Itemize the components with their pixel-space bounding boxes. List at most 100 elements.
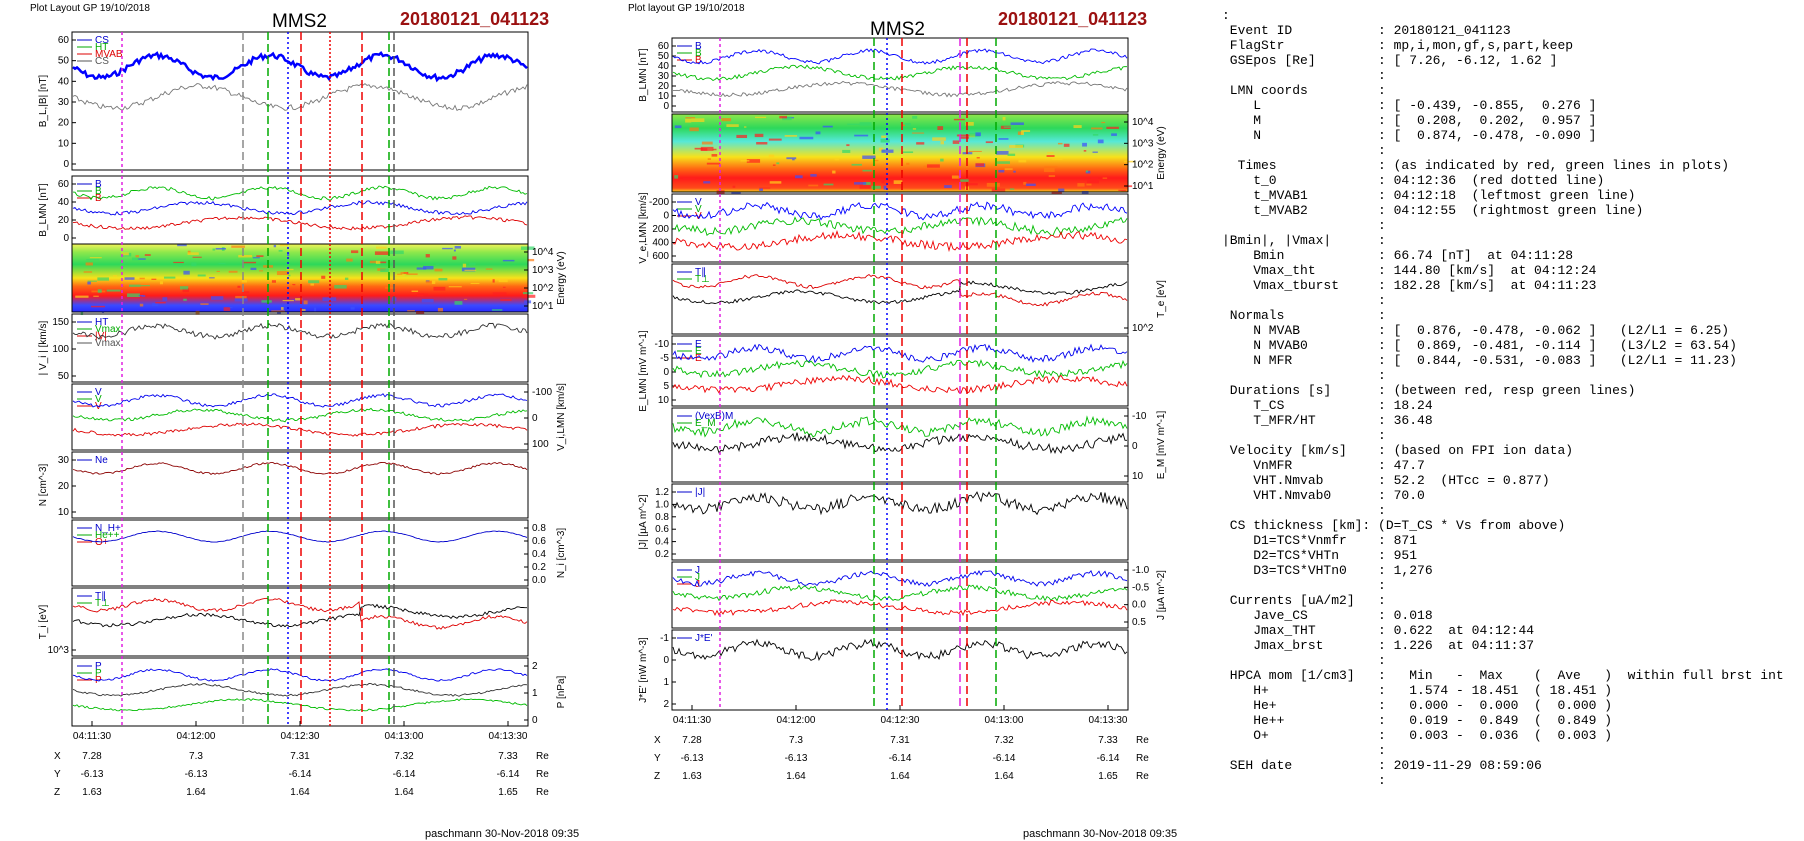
series-line-bl <box>72 83 528 112</box>
spectrogram-speckle <box>422 293 429 295</box>
spectrogram-speckle <box>846 144 850 147</box>
orbit-value: 7.33 <box>498 751 518 762</box>
spectrogram-speckle <box>881 149 894 153</box>
spectrogram-speckle <box>292 283 296 286</box>
spectrogram-speckle <box>1047 152 1054 154</box>
spectrogram-speckle <box>1101 121 1106 124</box>
info-line: He+ : 0.000 - 0.000 ( 0.000 ) <box>1222 698 1612 713</box>
orbit-value: 7.33 <box>1098 735 1118 746</box>
spectrogram-speckle <box>1118 189 1126 191</box>
spectrogram-speckle <box>706 162 721 165</box>
spectrogram-speckle <box>1057 142 1063 145</box>
spectrogram-speckle <box>261 300 272 303</box>
orbit-value: 7.3 <box>189 751 203 762</box>
spectrogram-speckle <box>808 184 819 187</box>
time-tick-label: 04:13:00 <box>985 715 1024 726</box>
info-line: T_CS : 18.24 <box>1222 398 1433 413</box>
orbit-value: 1.64 <box>994 771 1014 782</box>
spectrogram-speckle <box>940 158 944 162</box>
legend-label: E <box>695 353 702 364</box>
panel-density: 10 20 30 N [cm^-3] Ne <box>38 451 529 519</box>
spectrogram-speckle <box>712 148 717 151</box>
legend-label: CS <box>95 35 109 46</box>
info-line: N MVAB : [ 0.876, -0.478, -0.062 ] (L2/L… <box>1222 323 1729 338</box>
spectrogram-speckle <box>998 138 1009 140</box>
y-axis-label: T_i [eV] <box>38 605 49 640</box>
info-line: CS thickness [km]: (D=T_CS * Vs from abo… <box>1222 518 1565 533</box>
info-line: H+ : 1.574 - 18.451 ( 18.451 ) <box>1222 683 1612 698</box>
spectrogram-speckle <box>256 255 264 257</box>
spectrogram-speckle <box>911 132 925 134</box>
info-line: |Bmin|, |Vmax| : <box>1222 233 1386 248</box>
series-line-ve-lmn <box>672 201 1128 221</box>
spectrogram-speckle <box>127 293 140 298</box>
spectrogram-speckle <box>880 138 890 143</box>
spectrogram-speckle <box>694 147 703 150</box>
legend-label: HT <box>95 42 108 53</box>
spectrogram-speckle <box>832 170 836 174</box>
spectrogram-speckle <box>1063 143 1070 147</box>
spectrogram-speckle <box>959 136 970 139</box>
info-line: Velocity [km/s] : (based on FPI ion data… <box>1222 443 1573 458</box>
series-line-vi-lmn <box>72 407 528 423</box>
spectrogram-speckle <box>279 284 294 287</box>
spectrogram-speckle <box>442 247 453 250</box>
orbit-row-label: X <box>654 735 661 746</box>
spectrogram-speckle <box>397 273 403 275</box>
orbit-value: 7.32 <box>994 735 1014 746</box>
spectrogram-speckle <box>786 157 797 160</box>
series-line-j <box>672 491 1128 516</box>
spectrogram-speckle <box>1085 170 1088 173</box>
spectrogram-speckle <box>197 274 206 277</box>
spectrogram-speckle <box>301 309 306 311</box>
footer-author-right: paschmann 30-Nov-2018 09:35 <box>1023 828 1177 840</box>
spectrogram-speckle <box>406 273 418 275</box>
y-tick-label: 10^2 <box>532 283 554 294</box>
spectrogram-speckle <box>1002 116 1006 121</box>
spectrogram-speckle <box>1030 129 1042 131</box>
spectrogram-speckle <box>1046 155 1055 157</box>
legend-label: E_M <box>695 418 716 429</box>
panel-frame-e-energy <box>671 113 1129 193</box>
spectrogram-speckle <box>192 256 202 258</box>
time-tick-label: 04:12:00 <box>177 731 216 742</box>
spectrogram-speckle <box>726 124 739 127</box>
series-line-em <box>672 432 1127 455</box>
spectrogram-speckle <box>951 175 960 179</box>
spectrogram-speckle <box>685 117 696 119</box>
spectrogram-speckle <box>278 250 283 252</box>
orbit-value: 1.65 <box>1098 771 1118 782</box>
spectrogram-speckle <box>425 280 432 284</box>
spectrogram-speckle <box>674 175 679 179</box>
spectrogram-speckle <box>754 116 767 119</box>
spectrogram-speckle <box>83 271 93 273</box>
spectrogram-speckle <box>823 183 834 186</box>
spectrogram-speckle <box>881 180 885 184</box>
spectrogram-speckle <box>912 115 918 119</box>
spectrogram-speckle <box>1123 160 1135 163</box>
panel-frame-jdote <box>671 629 1129 711</box>
spectrogram-speckle <box>310 283 315 286</box>
panel-frame-te <box>671 263 1129 335</box>
spectrogram-speckle <box>975 132 981 137</box>
spectrogram-speckle <box>234 298 248 302</box>
spectrogram-speckle <box>235 295 247 299</box>
spectrogram-speckle <box>322 297 337 301</box>
y-tick-label: 0.5 <box>1132 617 1146 628</box>
orbit-value: 1.63 <box>682 771 702 782</box>
spectrogram-speckle <box>282 300 294 302</box>
info-line: Currents [uA/m2] : <box>1222 593 1386 608</box>
y-tick-label: 200 <box>652 224 669 235</box>
y-tick-label: 400 <box>652 238 669 249</box>
spectrogram-speckle <box>1004 168 1013 170</box>
info-line: D3=TCS*VHTn0 : 1,276 <box>1222 563 1433 578</box>
spectrogram-speckle <box>152 303 159 307</box>
orbit-value: 1.64 <box>786 771 806 782</box>
info-line: : <box>1222 368 1386 383</box>
spectrogram-speckle <box>689 127 699 132</box>
y-tick-label: 10 <box>58 138 70 149</box>
y-tick-label: 10 <box>1132 471 1144 482</box>
spectrogram-speckle <box>139 277 145 280</box>
spectrogram-speckle <box>369 260 377 264</box>
series-line-elmn <box>672 374 1128 394</box>
